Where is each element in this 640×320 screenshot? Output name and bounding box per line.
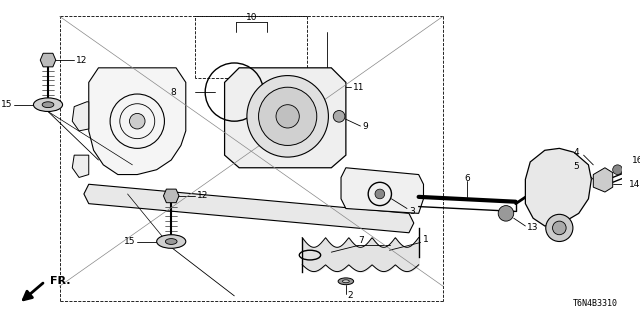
Polygon shape <box>341 168 424 213</box>
Text: 16: 16 <box>632 156 640 164</box>
Polygon shape <box>225 68 346 168</box>
Text: 9: 9 <box>362 122 368 131</box>
Polygon shape <box>40 53 56 67</box>
Circle shape <box>259 87 317 146</box>
Circle shape <box>333 110 345 122</box>
Polygon shape <box>525 148 591 226</box>
Circle shape <box>552 221 566 235</box>
Circle shape <box>276 105 300 128</box>
Text: FR.: FR. <box>50 276 70 286</box>
Text: 11: 11 <box>353 83 364 92</box>
Text: 14: 14 <box>629 180 640 189</box>
Circle shape <box>546 214 573 242</box>
Polygon shape <box>163 189 179 203</box>
Text: 12: 12 <box>197 191 209 200</box>
Text: 3: 3 <box>409 207 415 216</box>
Ellipse shape <box>33 98 63 111</box>
Polygon shape <box>72 155 89 178</box>
Circle shape <box>498 206 514 221</box>
Text: 15: 15 <box>124 237 135 246</box>
Text: 6: 6 <box>464 174 470 183</box>
Ellipse shape <box>42 102 54 108</box>
Polygon shape <box>89 68 186 174</box>
Ellipse shape <box>157 235 186 248</box>
Text: 15: 15 <box>1 100 12 109</box>
Ellipse shape <box>342 280 349 283</box>
Polygon shape <box>84 184 414 233</box>
Text: 2: 2 <box>348 291 353 300</box>
Text: 4: 4 <box>573 148 579 157</box>
Text: 1: 1 <box>422 235 428 244</box>
Text: 5: 5 <box>573 162 579 171</box>
Polygon shape <box>593 168 612 192</box>
Text: T6N4B3310: T6N4B3310 <box>573 300 618 308</box>
Circle shape <box>247 76 328 157</box>
Polygon shape <box>72 102 89 131</box>
Text: 10: 10 <box>246 13 257 22</box>
Text: 13: 13 <box>527 223 539 232</box>
Circle shape <box>612 165 623 174</box>
Ellipse shape <box>165 239 177 244</box>
Text: 12: 12 <box>76 56 88 65</box>
Circle shape <box>375 189 385 199</box>
Text: 7: 7 <box>358 236 364 245</box>
Text: 8: 8 <box>170 88 176 97</box>
Circle shape <box>129 113 145 129</box>
Ellipse shape <box>338 278 354 285</box>
